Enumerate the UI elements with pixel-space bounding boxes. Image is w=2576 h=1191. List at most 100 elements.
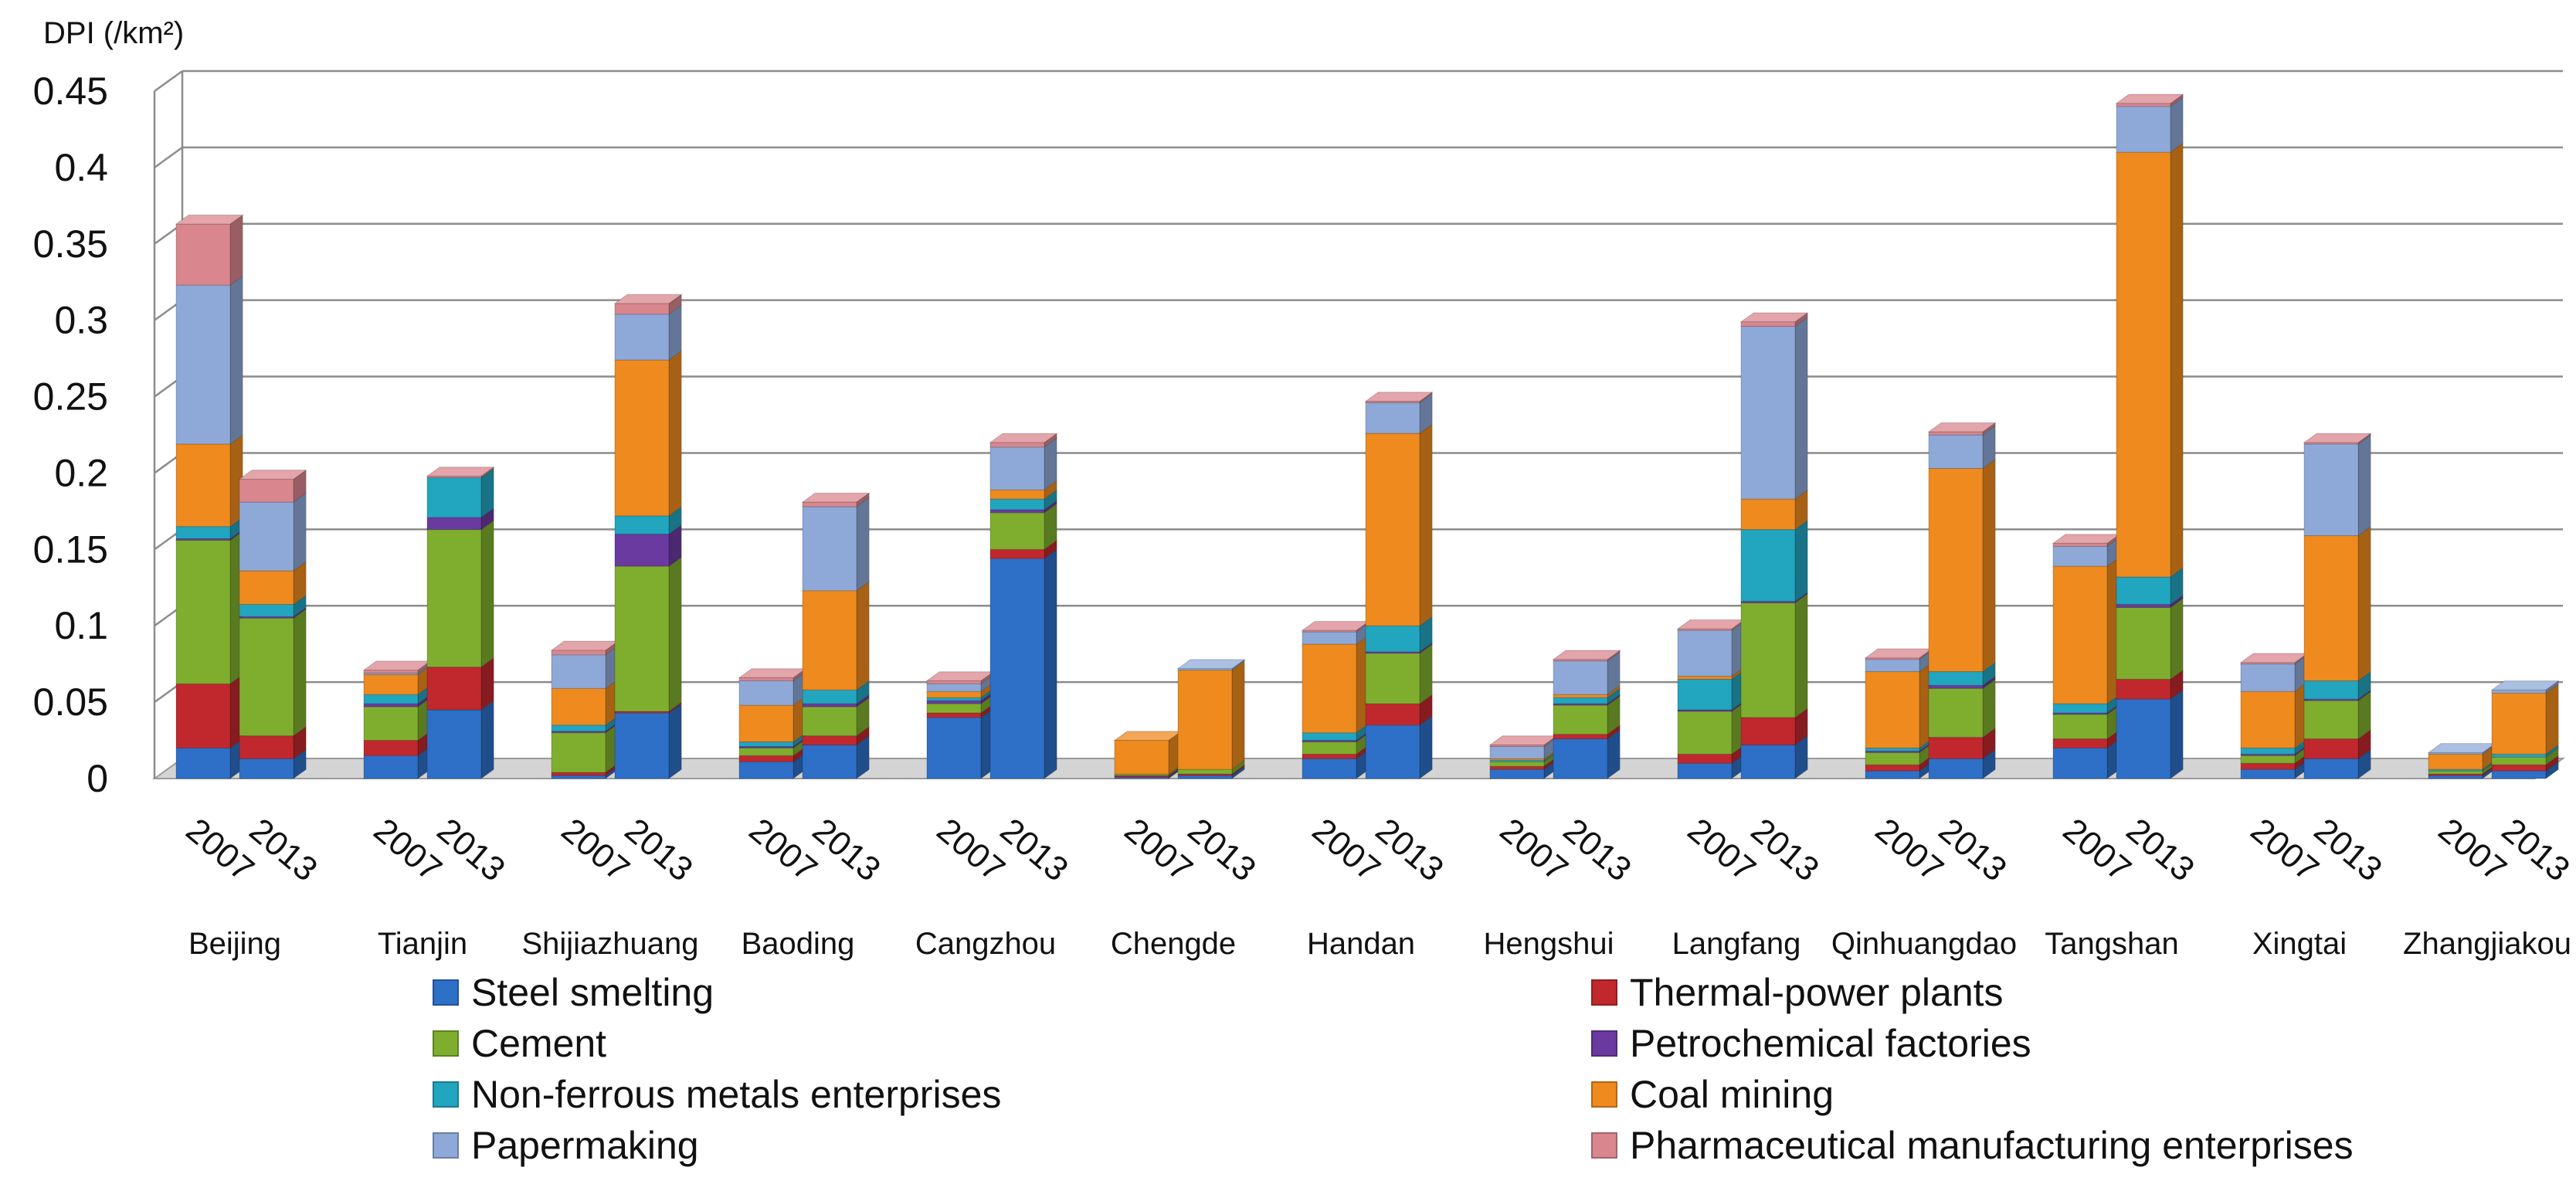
bar-front (2052, 747, 2108, 779)
x-tick-label-city: Qinhuangdao (1831, 927, 2017, 961)
bar-front (1740, 717, 1796, 745)
bar-tangshan-2013-steel-smelting (2116, 689, 2184, 779)
bar-side (480, 700, 494, 779)
bar-baoding-2013-steel-smelting (802, 735, 870, 779)
bar-front (2116, 106, 2171, 153)
bar-tangshan-2013-cement (2116, 597, 2184, 680)
bar-front (175, 683, 231, 748)
bar-side (480, 519, 494, 668)
gridline-side (154, 70, 183, 93)
bar-front (989, 498, 1045, 511)
bar-front (1365, 625, 1420, 653)
bar-front (1865, 770, 1920, 779)
bar-front (2491, 764, 2547, 772)
legend-item: Papermaking (433, 1120, 1591, 1171)
bar-top-cap (1864, 648, 1933, 659)
bar-beijing-2007-papermaking (175, 275, 243, 445)
legend-label: Papermaking (471, 1124, 699, 1167)
bar-front (2240, 755, 2296, 764)
bar-beijing-2013-cement (239, 608, 307, 737)
x-tick-label-city: Chengde (1111, 927, 1236, 961)
bar-front (551, 650, 606, 656)
bar-front (1177, 775, 1233, 779)
bar-front (2116, 604, 2171, 608)
bar-langfang-2013-papermaking (1740, 316, 1808, 500)
bar-front (175, 747, 231, 779)
legend-item: Steel smelting (433, 967, 1591, 1018)
bar-top-cap (2303, 433, 2372, 443)
bar-top-cap (1739, 312, 1809, 323)
bar-front (1928, 434, 1984, 470)
bar-front (614, 314, 670, 361)
bar-front (2240, 762, 2296, 770)
x-tick-label-year: 2007 (1681, 811, 1763, 888)
bar-top-cap (989, 433, 1058, 443)
bar-front (1928, 671, 1984, 686)
bar-hengshui-2013-thermal-power-plants (1553, 724, 1621, 740)
bar-front (175, 526, 231, 539)
bar-qinhuangdao-2013-thermal-power-plants (1928, 727, 1996, 760)
bar-front (2116, 678, 2171, 700)
bar-front (2240, 663, 2296, 692)
bar-baoding-2013-papermaking (802, 497, 870, 592)
bar-front (1489, 769, 1545, 779)
bar-xingtai-2007-coal-mining (2240, 681, 2308, 749)
bar-front (738, 741, 794, 747)
bar-langfang-2013-thermal-power-plants (1740, 707, 1808, 746)
x-tick-label-year: 2007 (1868, 811, 1950, 888)
y-tick-label: 0 (87, 757, 108, 800)
bar-beijing-2013-non-ferrous-metals-enterprises (239, 594, 307, 618)
legend: Steel smelting Thermal-power plants Cement… (433, 967, 2518, 1183)
bar-beijing-2013-pharmaceutical-manufacturing-enterprises (239, 469, 307, 504)
bar-front (175, 223, 231, 286)
y-tick-label: 0.45 (33, 70, 108, 113)
bar-front (802, 689, 857, 704)
legend-label: Pharmaceutical manufacturing enterprises (1630, 1124, 2354, 1167)
y-tick-label: 0.1 (54, 604, 108, 647)
bar-top-cap (175, 214, 244, 225)
y-tick-label: 0.35 (33, 222, 108, 266)
bar-side (2545, 683, 2559, 755)
bar-front (738, 761, 794, 779)
axis-layer: 0 0.05 0.1 0.15 0.2 0.25 0.3 0.35 0.4 0.45 (33, 70, 184, 800)
bar-front (551, 772, 606, 776)
legend-swatch (433, 979, 459, 1006)
bar-tangshan-2013-thermal-power-plants (2116, 669, 2184, 701)
bar-front (175, 539, 231, 684)
bar-side (668, 350, 682, 517)
bar-shijiazhuang-2013-steel-smelting (614, 703, 682, 779)
bar-beijing-2007-coal-mining (175, 434, 243, 528)
bar-front (2491, 692, 2547, 755)
x-tick-label-year: 2013 (2120, 811, 2201, 888)
bar-baoding-2007-coal-mining (738, 695, 806, 743)
y-tick-label: 0.05 (33, 680, 108, 724)
bar-top-cap (1488, 735, 1558, 745)
bar-tianjin-2013-non-ferrous-metals-enterprises (426, 467, 494, 518)
bar-front (551, 732, 606, 773)
bar-front (426, 477, 482, 518)
bar-shijiazhuang-2013-papermaking (614, 304, 682, 361)
legend-item: Thermal-power plants (1591, 967, 2518, 1018)
bar-front (551, 654, 606, 689)
legend-swatch (1591, 1132, 1617, 1159)
bar-front (2303, 758, 2359, 779)
x-tick-label-year: 2013 (1369, 811, 1451, 888)
bar-front (2303, 535, 2359, 681)
bar-langfang-2007-steel-smelting (1677, 753, 1745, 779)
bar-shijiazhuang-2013-cement (614, 556, 682, 712)
x-tick-label-year: 2007 (367, 811, 449, 888)
legend-label: Petrochemical factories (1630, 1022, 2031, 1065)
bar-xingtai-2013-coal-mining (2303, 525, 2371, 682)
bar-front (989, 489, 1045, 500)
bar-side (2170, 597, 2184, 680)
bar-front (1302, 631, 1357, 645)
bar-front (1740, 602, 1796, 718)
bar-top-cap (1676, 619, 1746, 629)
bar-front (614, 712, 670, 779)
legend-swatch (433, 1030, 459, 1057)
bar-front (802, 590, 857, 691)
legend-item: Non-ferrous metals enterprises (433, 1069, 1591, 1120)
bar-side (1419, 715, 1433, 779)
bar-top-cap (1301, 620, 1370, 631)
x-tick-label-year: 2013 (1932, 811, 2014, 888)
